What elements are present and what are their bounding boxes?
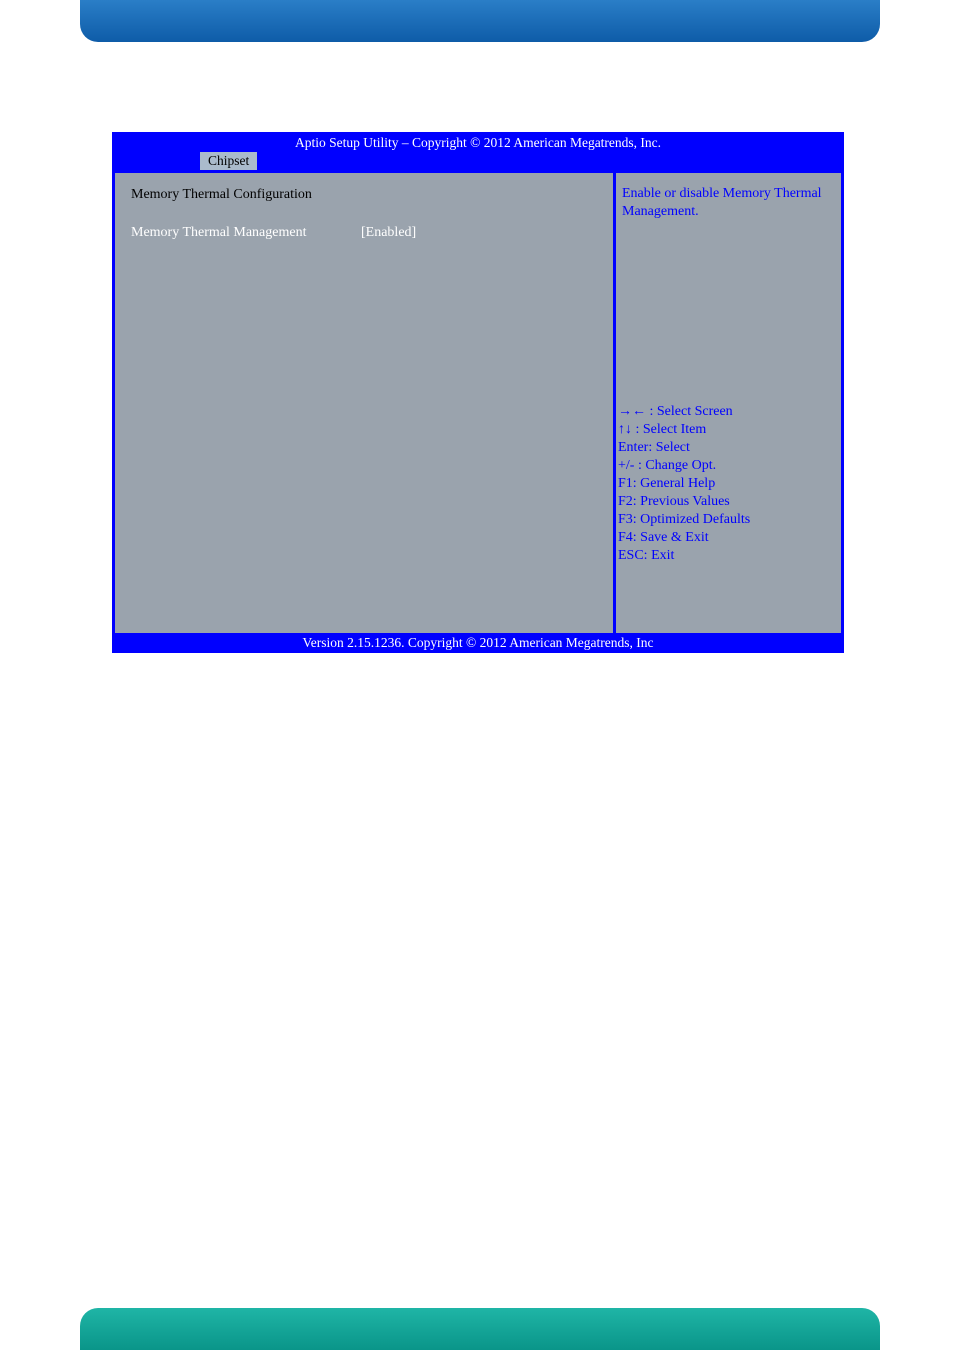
setting-value: [Enabled] — [361, 225, 416, 241]
nav-f2: F2: Previous Values — [618, 493, 839, 511]
nav-change-opt: +/- : Change Opt. — [618, 457, 839, 475]
nav-enter: Enter: Select — [618, 439, 839, 457]
bios-main-panel: Memory Thermal Configuration Memory Ther… — [115, 173, 613, 633]
top-banner — [80, 0, 880, 42]
nav-f3: F3: Optimized Defaults — [618, 511, 839, 529]
nav-esc: ESC: Exit — [618, 547, 839, 565]
nav-f4: F4: Save & Exit — [618, 529, 839, 547]
section-title: Memory Thermal Configuration — [131, 187, 597, 203]
nav-select-screen: →← : Select Screen — [618, 403, 839, 421]
setting-label: Memory Thermal Management — [131, 225, 361, 241]
setting-row[interactable]: Memory Thermal Management [Enabled] — [131, 225, 597, 241]
bottom-banner — [80, 1308, 880, 1350]
bios-footer: Version 2.15.1236. Copyright © 2012 Amer… — [112, 633, 844, 653]
nav-help: →← : Select Screen ↑↓ : Select Item Ente… — [616, 399, 841, 571]
nav-f1: F1: General Help — [618, 475, 839, 493]
bios-body: Memory Thermal Configuration Memory Ther… — [112, 170, 844, 633]
bios-title: Aptio Setup Utility – Copyright © 2012 A… — [112, 134, 844, 152]
bios-header: Aptio Setup Utility – Copyright © 2012 A… — [112, 132, 844, 170]
tab-chipset[interactable]: Chipset — [200, 152, 257, 170]
bios-tabs: Chipset — [112, 152, 844, 170]
bios-side-panel: Enable or disable Memory Thermal Managem… — [613, 173, 841, 633]
bios-window: Aptio Setup Utility – Copyright © 2012 A… — [112, 132, 844, 653]
nav-select-item: ↑↓ : Select Item — [618, 421, 839, 439]
help-text: Enable or disable Memory Thermal Managem… — [616, 173, 841, 399]
